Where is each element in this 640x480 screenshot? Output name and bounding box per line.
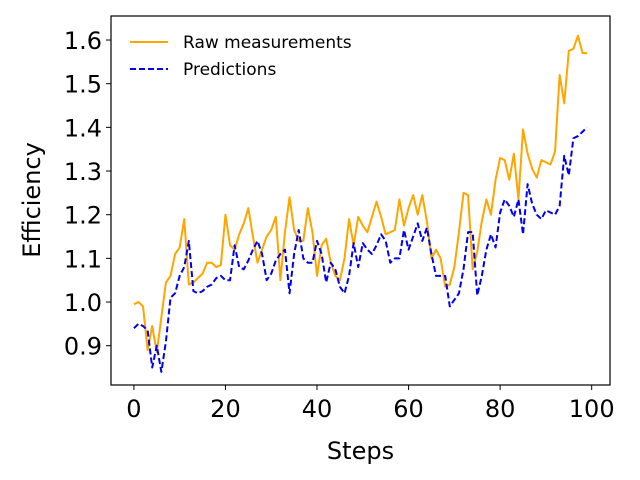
legend-label-predictions: Predictions bbox=[183, 60, 276, 80]
series-line-raw-measurements bbox=[133, 34, 588, 354]
legend: Raw measurements Predictions bbox=[130, 33, 352, 80]
y-tick-label: 1.3 bbox=[64, 158, 102, 186]
x-tick-label: 20 bbox=[210, 395, 241, 423]
y-tick-label: 0.9 bbox=[64, 333, 102, 361]
y-tick-label: 1.2 bbox=[64, 202, 102, 230]
y-tick-label: 1.6 bbox=[64, 27, 102, 55]
x-tick-label: 80 bbox=[485, 395, 516, 423]
y-axis-label: Efficiency bbox=[18, 142, 46, 258]
x-tick-label: 0 bbox=[126, 395, 141, 423]
x-axis-label: Steps bbox=[327, 437, 394, 465]
y-tick-label: 1.5 bbox=[64, 71, 102, 99]
x-tick-label: 60 bbox=[393, 395, 424, 423]
y-tick-label: 1.1 bbox=[64, 245, 102, 273]
series-line-predictions bbox=[133, 126, 588, 373]
series-layer bbox=[133, 34, 588, 373]
y-tick-label: 1.4 bbox=[64, 114, 102, 142]
legend-label-raw-measurements: Raw measurements bbox=[183, 33, 352, 53]
x-axis-ticks: 0 20 40 60 80 100 bbox=[126, 385, 615, 423]
y-axis-ticks: 0.9 1.0 1.1 1.2 1.3 1.4 1.5 1.6 bbox=[64, 27, 111, 361]
x-tick-label: 40 bbox=[302, 395, 333, 423]
y-tick-label: 1.0 bbox=[64, 289, 102, 317]
x-tick-label: 100 bbox=[569, 395, 615, 423]
